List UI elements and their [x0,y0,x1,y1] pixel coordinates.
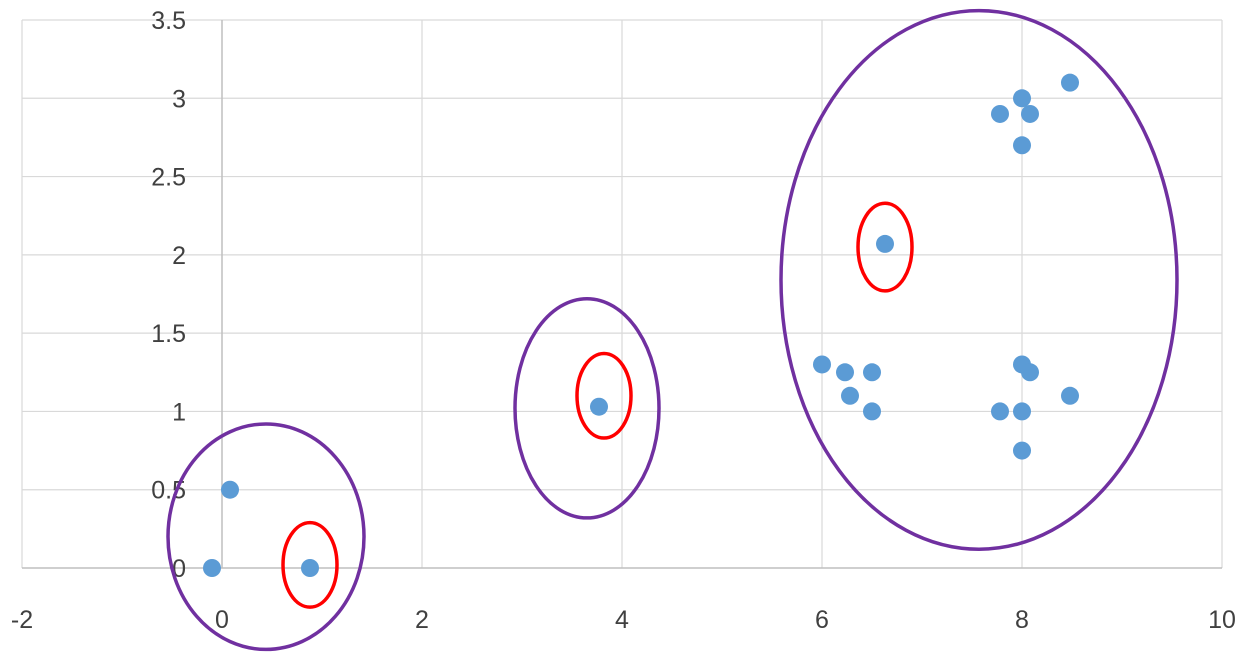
x-tick-label: 6 [815,606,829,634]
y-tick-label: 3.5 [151,7,186,35]
centroid-ellipse [856,201,914,293]
grid-lines [21,19,1223,568]
data-point [1021,363,1039,382]
data-point [876,234,894,253]
y-tick-label: 1 [172,398,186,426]
data-point [1013,402,1031,421]
data-point [203,559,221,577]
data-points [203,73,1079,577]
data-point [991,402,1009,421]
cluster-ellipse [513,296,661,520]
data-point [991,104,1009,123]
x-tick-label: 4 [615,606,629,634]
data-point [1013,136,1031,155]
x-tick-label: 10 [1208,606,1236,634]
y-tick-label: 3 [172,85,186,113]
x-tick-label: -2 [11,606,33,634]
data-point [1021,104,1039,123]
data-point [1013,441,1031,460]
x-tick-label: 2 [415,606,429,634]
data-point [1013,89,1031,108]
data-point [863,402,881,421]
data-point [301,559,319,577]
x-tick-label: 8 [1015,606,1029,634]
data-point [813,355,831,374]
data-point [836,363,854,382]
y-tick-labels: 00.511.522.533.5 [151,7,186,583]
data-point [221,480,239,499]
data-point [1061,73,1079,92]
y-tick-label: 2.5 [151,164,186,192]
data-point [590,397,608,416]
axes [22,20,1222,569]
data-point [863,363,881,382]
y-tick-label: 2 [172,242,186,270]
cluster-ellipse [779,8,1179,551]
cluster-ellipse [166,422,366,652]
centroid-ellipse [575,351,633,440]
y-tick-label: 1.5 [151,320,186,348]
x-tick-labels: -2 0 2 4 6 8 10 [11,606,1236,634]
data-point [841,386,859,405]
data-point [1061,386,1079,405]
centroid-ellipse [281,520,339,609]
annotation-ellipses [166,8,1179,652]
x-tick-label: 0 [215,606,229,634]
